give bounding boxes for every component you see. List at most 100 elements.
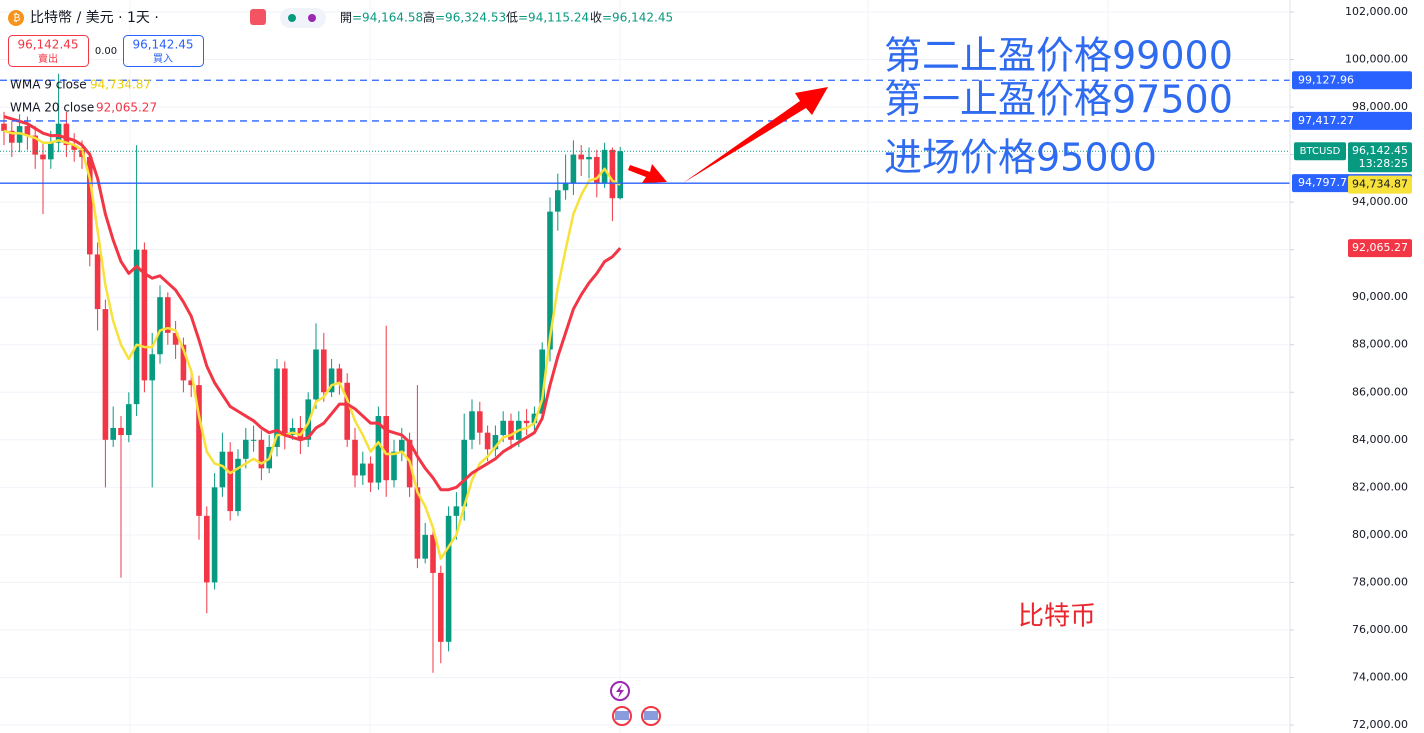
candle-body: [63, 123, 70, 146]
candle-body: [562, 183, 569, 191]
candle-body: [328, 368, 335, 393]
series-tag: [1348, 175, 1412, 194]
annotation: 比特币: [1018, 602, 1096, 632]
candle-body: [235, 458, 241, 512]
y-tick-label: 102,000.00: [1345, 5, 1408, 18]
y-tick-label: 90,000.00: [1352, 290, 1408, 303]
candle-body: [172, 332, 179, 345]
candle-body: [204, 515, 210, 583]
candle-body: [539, 349, 545, 414]
price-tag-label: 97,417.27: [1298, 114, 1354, 127]
candle-body: [461, 439, 467, 507]
series-tag-label: 94,734.87: [1352, 178, 1408, 191]
open-value: =94,164.58: [352, 11, 423, 25]
candle-body: [601, 149, 608, 184]
candle-body: [360, 463, 366, 476]
candle-body: [430, 534, 436, 573]
candle-body: [9, 130, 15, 143]
candle-body: [94, 254, 101, 310]
symbol-tag: [1294, 142, 1346, 161]
candle-body: [570, 154, 577, 184]
candle-body: [500, 420, 506, 436]
coin-glyph: ₿: [13, 12, 20, 24]
candle-body: [32, 135, 38, 155]
wma-line: [3, 115, 622, 492]
candle-body: [321, 349, 327, 393]
high-value: =96,324.53: [435, 11, 506, 25]
buy-button[interactable]: [123, 35, 204, 67]
candle-body: [71, 145, 77, 150]
candle-body: [196, 385, 202, 516]
candle-body: [477, 411, 483, 433]
candle-body: [126, 404, 132, 436]
close-value: =96,142.45: [602, 11, 673, 25]
candle-body: [24, 126, 31, 136]
candle-body: [523, 420, 530, 424]
last-price-label: 96,142.45: [1352, 144, 1408, 157]
candle-body: [508, 420, 514, 440]
candle-body: [211, 487, 218, 583]
legend-label[interactable]: WMA 9 close: [10, 78, 87, 92]
candle-body: [55, 123, 62, 143]
low-label: 低: [506, 11, 518, 25]
toggle[interactable]: [280, 8, 326, 28]
high-label: 高: [423, 10, 435, 25]
sell-button[interactable]: [8, 35, 89, 67]
candle-body: [110, 427, 116, 440]
symbol-tag-label: BTCUSD: [1300, 146, 1341, 157]
candle-body: [547, 211, 553, 350]
candle-body: [578, 154, 584, 160]
candle-body: [399, 439, 405, 452]
price-tag-label: 99,127.96: [1298, 73, 1354, 86]
wma-line: [3, 129, 621, 560]
y-tick-label: 86,000.00: [1352, 385, 1408, 398]
buy-label: 買入: [153, 53, 173, 65]
vertical-grid: [129, 0, 1109, 733]
annotation: 进场价格95000: [884, 136, 1157, 180]
arrow: [683, 87, 828, 183]
flag-icon[interactable]: [250, 9, 266, 25]
y-tick-label: 88,000.00: [1352, 338, 1408, 351]
candle-body: [118, 427, 124, 436]
sell-label: 賣出: [38, 52, 58, 65]
y-tick-label: 94,000.00: [1352, 195, 1408, 208]
event-glyph: [616, 684, 624, 698]
candle-body: [282, 368, 288, 436]
candle-body: [492, 435, 499, 450]
last-price-tag: [1348, 142, 1412, 173]
candle-body: [555, 190, 561, 212]
y-tick-label: 72,000.00: [1352, 718, 1408, 731]
candle-body: [188, 380, 194, 386]
candle-body: [617, 151, 623, 199]
spread: 0.00: [95, 46, 117, 57]
candle-body: [438, 572, 444, 642]
series-tag: [1348, 239, 1412, 258]
y-tick-label: 74,000.00: [1352, 670, 1408, 683]
price-tag-label: 94,797.77: [1298, 176, 1354, 189]
coin-icon: [8, 10, 24, 26]
candle-body: [243, 439, 249, 459]
close-label: 收: [590, 11, 602, 25]
candle-body: [141, 249, 148, 381]
symbol[interactable]: 比特幣 / 美元 · 1天 ·: [30, 10, 159, 26]
sell-price: 96,142.45: [17, 38, 78, 52]
low-value: =94,115.24: [518, 11, 589, 25]
candle-body: [445, 515, 452, 642]
candle-body: [219, 451, 226, 488]
legend-label[interactable]: WMA 20 close: [10, 101, 94, 115]
buy-price: 96,142.45: [132, 38, 193, 52]
candle-body: [313, 349, 319, 400]
candle-body: [594, 156, 600, 184]
y-tick-label: 98,000.00: [1352, 100, 1408, 113]
candle-body: [250, 439, 257, 441]
candle-body: [40, 154, 46, 160]
candle-body: [484, 432, 491, 450]
candle-body: [1, 123, 7, 131]
candle-body: [149, 354, 155, 381]
candle-body: [375, 416, 382, 483]
candle-body: [609, 149, 616, 199]
legend-value: 94,734.87: [90, 78, 151, 92]
